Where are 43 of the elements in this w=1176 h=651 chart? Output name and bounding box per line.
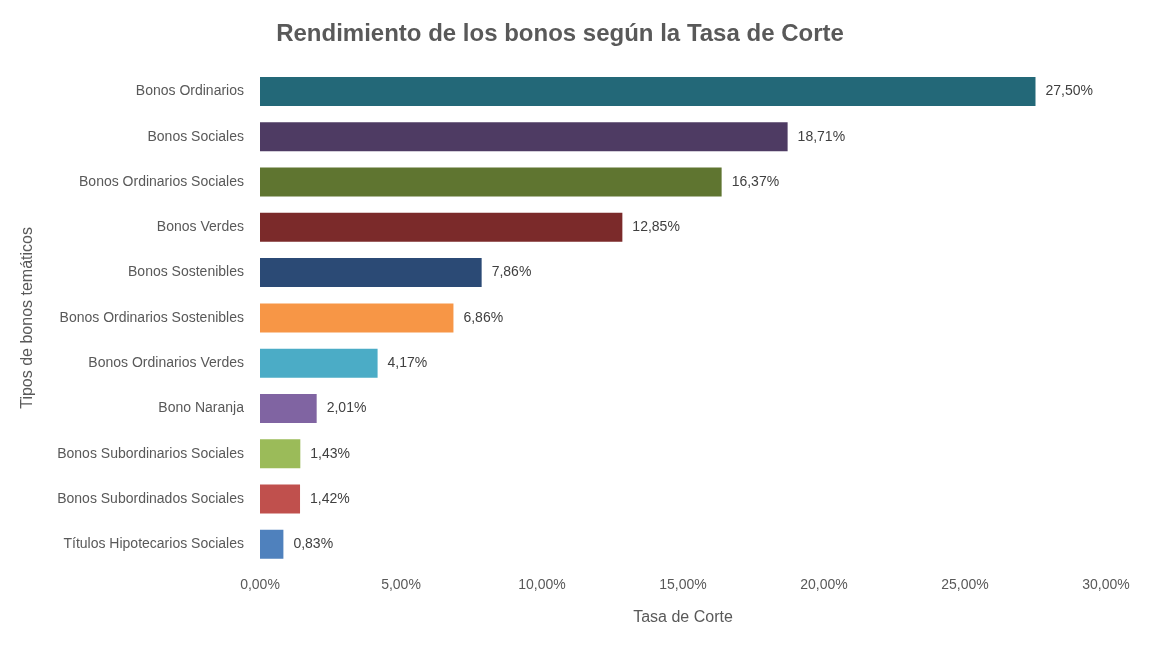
y-tick-label: Bonos Ordinarios Sostenibles bbox=[59, 308, 244, 325]
bar bbox=[259, 122, 788, 152]
y-axis-title: Tipos de bonos temáticos bbox=[18, 227, 36, 409]
bar bbox=[259, 484, 301, 514]
bar bbox=[259, 212, 623, 242]
data-label: 27,50% bbox=[1045, 82, 1093, 99]
y-tick-label: Bono Naranja bbox=[158, 399, 245, 416]
data-label: 7,86% bbox=[491, 263, 532, 280]
x-tick-label: 15,00% bbox=[659, 576, 707, 593]
bar bbox=[259, 76, 1036, 106]
bar bbox=[259, 258, 482, 288]
bar bbox=[259, 167, 722, 197]
y-tick-label: Bonos Subordinarios Sociales bbox=[57, 444, 244, 461]
y-tick-label: Bonos Ordinarios Verdes bbox=[88, 354, 244, 371]
chart-title: Rendimiento de los bonos según la Tasa de Corte bbox=[276, 19, 844, 47]
x-axis-title: Tasa de Corte bbox=[633, 607, 733, 625]
y-tick-label: Bonos Ordinarios bbox=[135, 82, 244, 99]
data-label: 16,37% bbox=[731, 172, 780, 189]
bar bbox=[259, 303, 454, 333]
y-tick-label: Títulos Hipotecarios Sociales bbox=[63, 535, 244, 552]
data-label: 6,86% bbox=[463, 308, 504, 325]
x-tick-label: 20,00% bbox=[800, 576, 848, 593]
data-label: 2,01% bbox=[326, 399, 367, 416]
bar bbox=[259, 393, 317, 423]
bar bbox=[259, 529, 284, 559]
x-tick-label: 0,00% bbox=[240, 576, 280, 593]
y-tick-label: Bonos Subordinados Sociales bbox=[57, 489, 244, 506]
data-label: 12,85% bbox=[632, 218, 680, 235]
data-label: 1,42% bbox=[310, 489, 350, 506]
y-tick-label: Bonos Sociales bbox=[147, 127, 244, 144]
x-tick-label: 10,00% bbox=[518, 576, 566, 593]
data-label: 4,17% bbox=[387, 354, 428, 371]
x-tick-label: 25,00% bbox=[941, 576, 989, 593]
data-label: 1,43% bbox=[310, 444, 351, 461]
data-label: 18,71% bbox=[797, 127, 846, 144]
x-tick-label: 30,00% bbox=[1082, 576, 1130, 593]
bar bbox=[259, 439, 301, 469]
y-tick-label: Bonos Ordinarios Sociales bbox=[79, 172, 244, 189]
y-tick-label: Bonos Sostenibles bbox=[128, 263, 244, 280]
bar bbox=[259, 348, 378, 378]
y-tick-label: Bonos Verdes bbox=[156, 218, 244, 235]
x-tick-label: 5,00% bbox=[381, 576, 421, 593]
data-label: 0,83% bbox=[293, 535, 334, 552]
